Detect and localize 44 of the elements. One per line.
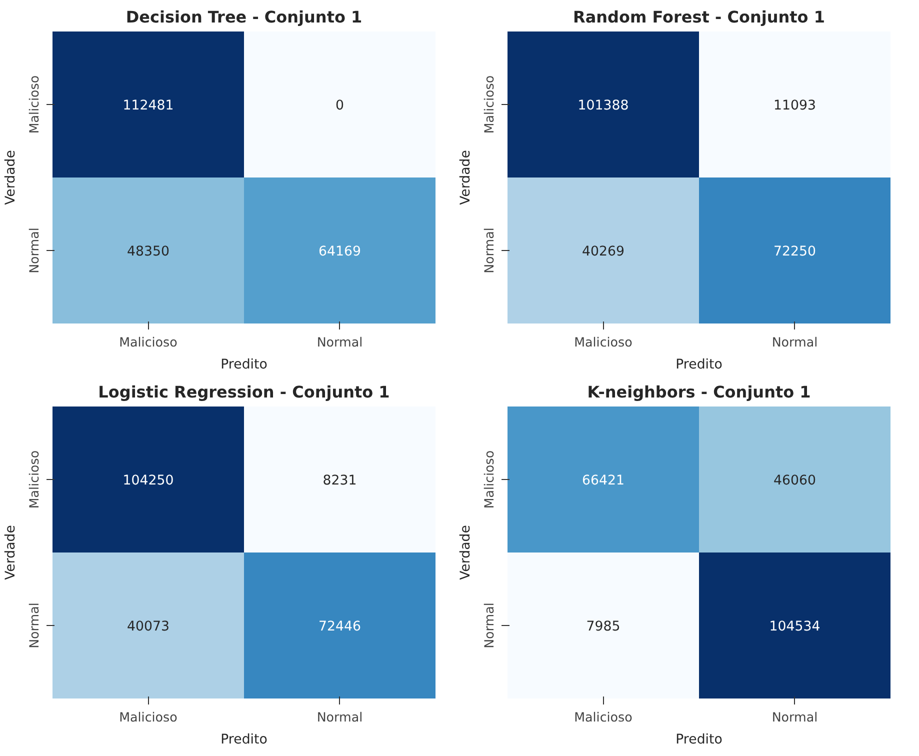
x-tick-label: Malicioso [119,710,178,724]
y-tick-label: Malicioso [482,450,496,509]
data-label: 11093 [774,98,816,114]
y-axis-title: Verdade [458,150,474,205]
x-tick-label: Malicioso [574,710,633,724]
data-label: 8231 [322,474,357,488]
data-label: 104534 [769,620,820,634]
x-axis-title: Predito [676,732,722,748]
data-label: 7985 [586,620,620,634]
data-label: 72446 [318,620,361,634]
x-tick-label: Malicioso [119,334,178,350]
chart-title: Logistic Regression - Conjunto 1 [98,382,390,402]
y-axis-title: Verdade [4,150,18,205]
chart-title: K-neighbors - Conjunto 1 [587,382,811,402]
x-axis-title: Predito [220,732,268,748]
data-label: 46060 [774,474,816,488]
y-tick-label: Normal [26,228,42,274]
y-tick-label: Malicioso [26,75,42,134]
y-tick-label: Normal [482,228,496,274]
data-label: 112481 [122,98,174,114]
data-label: 0 [336,98,344,114]
chart-title: Random Forest - Conjunto 1 [573,8,825,26]
data-label: 40073 [127,620,170,634]
data-label: 40269 [582,244,624,260]
y-tick-label: Normal [26,602,42,648]
chart-title: Decision Tree - Conjunto 1 [126,8,362,26]
x-tick-label: Normal [316,334,363,350]
data-label: 48350 [127,244,170,260]
x-tick-label: Normal [316,710,363,724]
y-axis-title: Verdade [4,525,18,580]
x-axis-title: Predito [220,358,268,372]
x-tick-label: Normal [772,334,818,350]
data-label: 101388 [578,98,629,114]
y-axis-title: Verdade [458,525,474,580]
x-axis-title: Predito [676,358,722,372]
data-label: 66421 [582,474,624,488]
x-tick-label: Normal [772,710,818,724]
data-label: 72250 [774,244,816,260]
y-tick-label: Normal [482,602,496,648]
data-label: 64169 [318,244,361,260]
data-label: 104250 [122,474,174,488]
x-tick-label: Malicioso [574,334,633,350]
y-tick-label: Malicioso [26,450,42,509]
y-tick-label: Malicioso [482,75,496,134]
